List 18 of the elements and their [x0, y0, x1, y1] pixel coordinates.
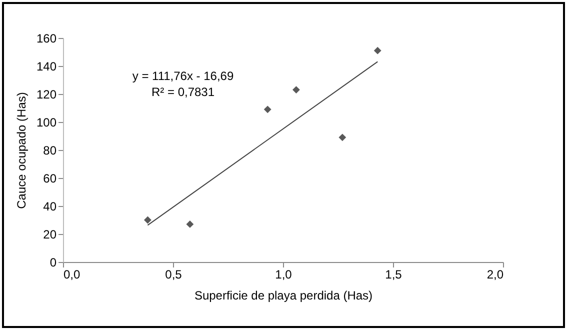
y-tick-label: 80 — [43, 144, 57, 158]
y-tick-label: 40 — [43, 200, 57, 214]
annotation: y = 111,76x - 16,69 — [132, 69, 234, 83]
y-tick-label: 140 — [36, 60, 57, 74]
y-tick-label: 100 — [36, 116, 57, 130]
y-tick-label: 0 — [50, 256, 57, 270]
x-tick-label: 0,0 — [64, 268, 81, 282]
x-tick-label: 1,5 — [385, 268, 402, 282]
x-tick-label: 0,5 — [165, 268, 182, 282]
x-tick-label: 2,0 — [486, 268, 504, 282]
x-axis-title: Superficie de playa perdida (Has) — [194, 288, 373, 302]
y-tick-label: 60 — [43, 172, 57, 186]
y-tick-label: 20 — [43, 228, 57, 242]
annotation: R² = 0,7831 — [151, 85, 215, 99]
y-tick-label: 120 — [36, 88, 57, 102]
y-axis-title: Cauce ocupado (Has) — [14, 92, 28, 209]
x-tick-label: 1,0 — [275, 268, 292, 282]
y-tick-label: 160 — [36, 32, 57, 46]
